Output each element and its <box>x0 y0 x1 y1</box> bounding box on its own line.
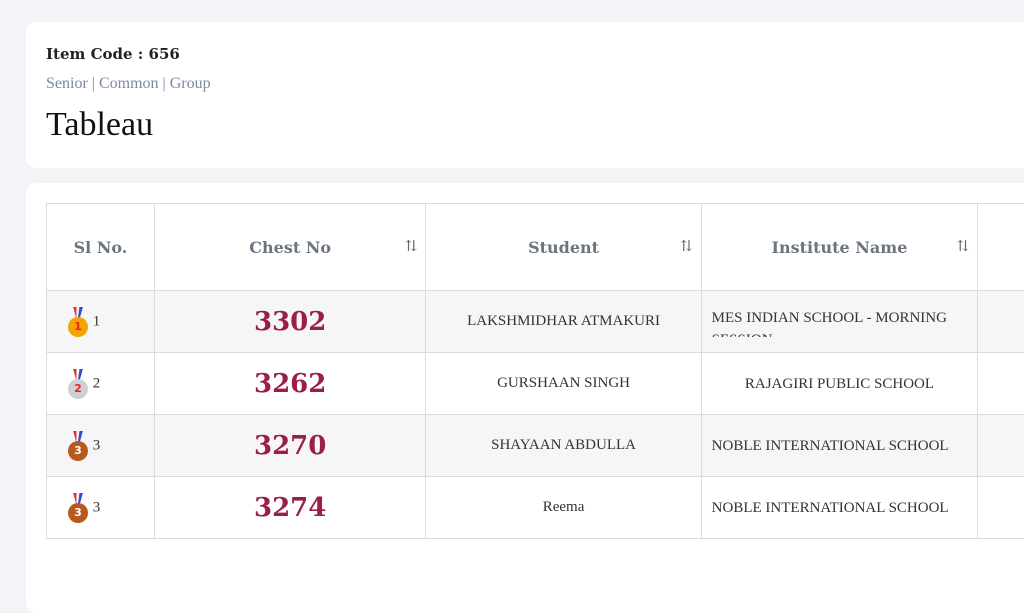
gold-medal-icon: 1 <box>67 307 89 337</box>
item-categories: Senior | Common | Group <box>46 75 211 93</box>
sl-no: 3 <box>93 437 101 453</box>
extra-cell <box>978 353 1024 415</box>
silver-medal-icon: 2 <box>67 369 89 399</box>
sort-icon[interactable]: ⇅ <box>957 237 970 255</box>
institute-name: MES INDIAN SCHOOL - MORNING SESSION <box>712 307 978 337</box>
student-name: Reema <box>426 477 701 539</box>
sl-no: 1 <box>93 313 101 329</box>
student-name: GURSHAAN SINGH <box>426 353 701 415</box>
column-header-institute[interactable]: Institute Name ⇅ <box>701 204 978 291</box>
results-card: Sl No. Chest No ⇅ Student ⇅ Institute Name… <box>26 183 1024 613</box>
institute-name-cell: MES INDIAN SCHOOL - MORNING SESSION <box>701 291 978 353</box>
item-header-card: Item Code : 656 Senior | Common | Group … <box>26 22 1024 168</box>
sort-icon[interactable]: ⇅ <box>680 237 693 255</box>
sl-no-cell: 3 3 <box>47 415 155 477</box>
item-code: Item Code : 656 <box>46 45 180 63</box>
institute-name-cell: NOBLE INTERNATIONAL SCHOOL <box>701 477 978 539</box>
sort-icon[interactable]: ⇅ <box>405 237 418 255</box>
column-label: Institute Name <box>772 238 908 257</box>
column-header-student[interactable]: Student ⇅ <box>426 204 701 291</box>
chest-no: 3274 <box>154 477 426 539</box>
student-name: LAKSHMIDHAR ATMAKURI <box>426 291 701 353</box>
extra-cell <box>978 291 1024 353</box>
bronze-medal-icon: 3 <box>67 431 89 461</box>
results-table: Sl No. Chest No ⇅ Student ⇅ Institute Name… <box>46 203 1024 539</box>
bronze-medal-icon: 3 <box>67 493 89 523</box>
extra-cell <box>978 415 1024 477</box>
table-row: 3 3 3274 Reema NOBLE INTERNATIONAL SCHOO… <box>47 477 1024 539</box>
page-title: Tableau <box>46 106 153 144</box>
table-row: 2 2 3262 GURSHAAN SINGH RAJAGIRI PUBLIC … <box>47 353 1024 415</box>
column-header-chest-no[interactable]: Chest No ⇅ <box>154 204 426 291</box>
institute-name: NOBLE INTERNATIONAL SCHOOL <box>712 435 978 457</box>
column-label: Sl No. <box>74 238 128 257</box>
column-header-sl-no: Sl No. <box>47 204 155 291</box>
sl-no: 2 <box>93 375 101 391</box>
column-label: Student <box>528 238 599 257</box>
sl-no: 3 <box>93 499 101 515</box>
institute-name: RAJAGIRI PUBLIC SCHOOL <box>702 373 978 395</box>
student-name: SHAYAAN ABDULLA <box>426 415 701 477</box>
chest-no: 3270 <box>154 415 426 477</box>
column-label: Chest No <box>249 238 331 257</box>
institute-name: NOBLE INTERNATIONAL SCHOOL <box>712 497 978 519</box>
chest-no: 3302 <box>154 291 426 353</box>
sl-no-cell: 1 1 <box>47 291 155 353</box>
extra-cell <box>978 477 1024 539</box>
chest-no: 3262 <box>154 353 426 415</box>
sl-no-cell: 3 3 <box>47 477 155 539</box>
institute-name-cell: NOBLE INTERNATIONAL SCHOOL <box>701 415 978 477</box>
table-row: 3 3 3270 SHAYAAN ABDULLA NOBLE INTERNATI… <box>47 415 1024 477</box>
institute-name-cell: RAJAGIRI PUBLIC SCHOOL <box>701 353 978 415</box>
table-row: 1 1 3302 LAKSHMIDHAR ATMAKURI MES INDIAN… <box>47 291 1024 353</box>
sl-no-cell: 2 2 <box>47 353 155 415</box>
column-header-extra <box>978 204 1024 291</box>
